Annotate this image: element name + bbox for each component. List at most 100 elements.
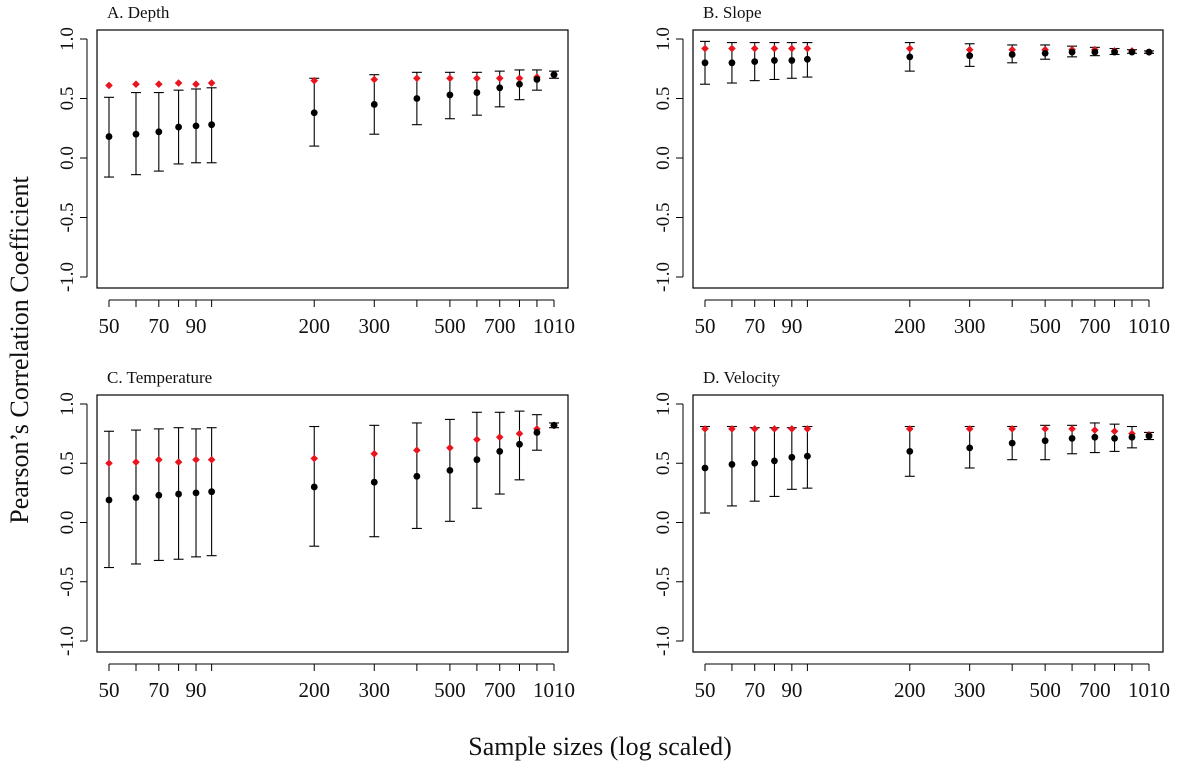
panel-c-ref-point [446,444,454,452]
panel-d-ref-point [803,425,812,433]
panel-d-ref-point [728,425,736,433]
panel-c-x-tick-label: 300 [359,678,391,702]
panel-a-ref-point [155,80,163,89]
panel-d-x-tick-label: 50 [695,678,716,702]
panel-d-mean-point [1041,437,1049,445]
panel-d-ref-point [750,425,759,433]
panel-d-mean-point [788,453,796,461]
panel-a-x-tick-label: 70 [148,314,169,338]
panel-b-frame [692,29,1164,289]
panel-c-mean-point [155,491,163,499]
panel-a-mean-point [533,76,541,83]
panel-d-ref-point [905,425,914,433]
panel-c-ref-point [310,454,319,463]
panel-d-ref-point [1110,427,1119,436]
panel-c-x-tick-label: 70 [148,678,169,702]
panel-d-ref-point [788,425,796,433]
panel-b-ref-point [905,44,914,53]
panel-d-ref-point [701,425,709,433]
panel-c-mean-point [413,472,421,480]
panel-b-mean-point [1041,49,1049,57]
panel-a-ref-point [515,74,524,83]
panel-d-ref-point [1091,426,1099,434]
panel-d-x-tick-label: 700 [1079,678,1111,702]
panel-d-y-tick-label: 1.0 [653,392,674,416]
panel-b-title: B. Slope [703,3,762,22]
panel-c-ref-point [413,446,421,455]
panel-a-mean-point [105,133,113,140]
panel-c-y-tick-label: -1.0 [57,626,78,656]
panel-b-mean-point [966,52,974,60]
panel-d-ref-point [965,425,974,433]
panel-c-ref-point [192,455,200,464]
panel-a-y-tick-label: -1.0 [57,262,78,292]
panel-b-y-tick-label: 0.0 [653,146,674,170]
panel-c-ref-point [473,435,481,444]
panel-b-mean-point [1145,48,1153,56]
panel-a-mean-point [550,71,558,79]
panel-a-mean-point [192,122,200,130]
panel-c-x-tick-label: 200 [298,678,330,702]
panel-b-x-tick-label: 50 [695,314,716,338]
panel-b-mean-point [1068,48,1076,56]
panel-d-x-tick-label: 90 [781,678,802,702]
panel-c-y-tick-label: 1.0 [57,392,78,416]
panel-a-mean-point [175,123,182,131]
panel-a-mean-point [496,84,504,92]
panel-a-ref-point [473,74,481,83]
panel-a-x-tick-label: 200 [298,314,330,338]
figure-ylabel-text: Pearson’s Correlation Coefficient [5,175,34,523]
panel-b-mean-point [701,59,709,67]
panel-a-x-tick-label: 700 [484,314,516,338]
panel-c-x-tick-label: 500 [434,678,466,702]
panel-d-mean-point [1068,434,1076,442]
panel-b-x-tick-label: 300 [954,314,986,338]
panel-c-x-tick-label: 1010 [533,678,575,702]
panel-c-mean-point [550,421,558,429]
panel-c-ref-point [105,459,113,468]
panel-c-title: C. Temperature [107,368,212,387]
panel-d-ref-point [1041,425,1049,433]
panel-a-y-tick-label: 0.5 [57,87,78,111]
panel-a-y-tick-label: 0.0 [57,146,78,170]
panel-a-ref-point [310,76,319,85]
panel-a-mean-point [446,91,454,99]
panel-c-ref-point [207,455,216,464]
panel-d-mean-point [728,461,736,468]
panel-d-mean-point [803,452,811,460]
panel-b-ref-point [701,44,709,53]
panel-a-x-tick-label: 1010 [533,314,575,338]
panel-a-mean-point [516,80,523,88]
panel-d-title: D. Velocity [703,368,781,387]
panel-c-frame [96,394,569,653]
panel-d-x-tick-label: 1010 [1128,678,1170,702]
panel-b-mean-point [1008,51,1016,58]
panel-d-mean-point [1111,434,1118,442]
panel-c-mean-point [516,440,523,448]
panel-a-ref-point [132,80,140,89]
panel-a-mean-point [155,128,163,136]
panel-a-x-tick-label: 50 [99,314,120,338]
panel-b-y-tick-label: 0.5 [653,87,674,111]
panel-a-mean-point [413,95,421,102]
panel-b-y-tick-label: 1.0 [653,27,674,51]
panel-b-mean-point [1091,48,1099,56]
panel-c-ref-point [515,429,524,438]
panel-c-y-tick-label: -0.5 [57,567,78,597]
panel-c-x-tick-label: 90 [186,678,207,702]
panel-d-mean-point [701,464,709,472]
panel-b-x-tick-label: 500 [1029,314,1061,338]
panel-d-x-tick-label: 70 [744,678,765,702]
figure-ylabel: Pearson’s Correlation Coefficient [5,175,34,523]
panel-d-y-tick-label: 0.5 [653,451,674,475]
panel-a-ref-point [413,74,421,83]
panel-b-ref-point [965,45,974,54]
panel-c-mean-point [473,456,481,464]
panel-a-x-tick-label: 500 [434,314,466,338]
panel-c-mean-point [132,494,140,502]
panel-b-ref-point [728,44,736,53]
panel-c-ref-point [370,449,379,458]
panel-c-mean-point [192,489,200,497]
panel-d-frame [692,394,1164,653]
panel-b-mean-point [771,57,778,64]
